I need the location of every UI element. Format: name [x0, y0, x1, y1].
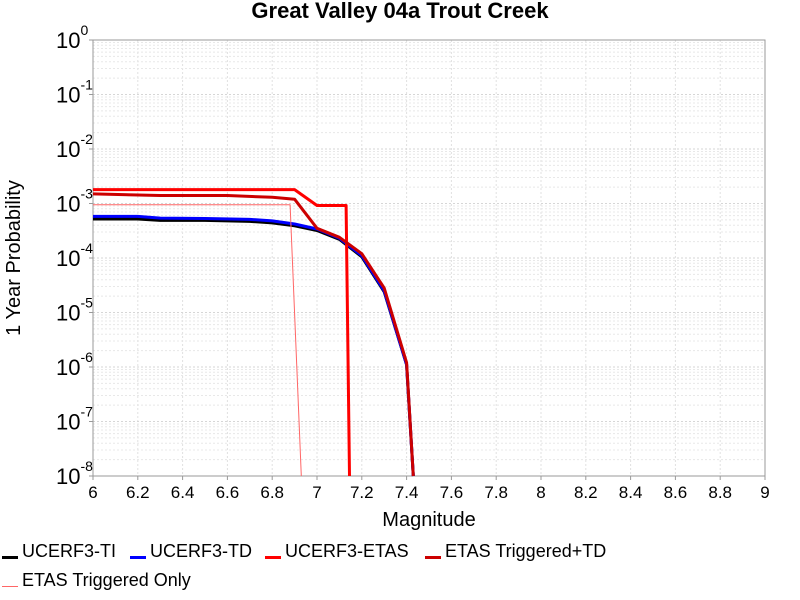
legend-label: UCERF3-TD [150, 541, 252, 561]
x-axis-label: Magnitude [382, 509, 475, 531]
legend-item-ucerf3-etas: UCERF3-ETAS [265, 541, 409, 562]
x-tick-label: 7 [312, 483, 321, 502]
x-tick-label: 6.8 [260, 483, 284, 502]
y-tick-label: 10-5 [56, 295, 93, 326]
legend-item-etas-triggered-only: ETAS Triggered Only [2, 570, 191, 591]
chart-title: Great Valley 04a Trout Creek [251, 0, 549, 23]
legend-label: ETAS Triggered+TD [445, 541, 607, 561]
x-tick-label: 8.6 [664, 483, 688, 502]
legend-item-etas-triggered-td: ETAS Triggered+TD [425, 541, 606, 562]
y-tick-label: 10-3 [56, 186, 93, 217]
y-tick-label: 10-4 [56, 240, 93, 271]
y-tick-label: 10-7 [56, 404, 93, 435]
x-tick-label: 6.2 [126, 483, 150, 502]
y-tick-label: 10-2 [56, 131, 93, 162]
y-tick-label: 10-6 [56, 349, 93, 380]
x-tick-label: 7.8 [484, 483, 508, 502]
series-line-ucerf3-etas [93, 188, 351, 477]
y-axis-label: 1 Year Probability [3, 180, 25, 336]
legend-item-ucerf3-ti: UCERF3-TI [2, 541, 116, 562]
series-line-etas-triggered-only [93, 204, 302, 477]
x-tick-label: 6.6 [216, 483, 240, 502]
x-tick-label: 8.4 [619, 483, 643, 502]
grid [92, 40, 766, 477]
y-tick-label: 10-8 [56, 458, 93, 489]
x-tick-label: 8.2 [574, 483, 598, 502]
x-tick-label: 7.6 [440, 483, 464, 502]
x-tick-label: 8.8 [708, 483, 732, 502]
legend: UCERF3-TI UCERF3-TD UCERF3-ETAS ETAS Trigge… [0, 536, 800, 600]
series-line-ucerf3-td [93, 214, 415, 477]
legend-swatch [130, 556, 146, 559]
legend-swatch [2, 586, 18, 587]
x-tick-label: 7.2 [350, 483, 374, 502]
x-tick-labels: 6 6.2 6.4 6.6 6.8 7 7.2 7.4 7.6 7.8 8 8.2 8.4 8.6 8.8 9 [88, 476, 770, 502]
legend-swatch [265, 556, 281, 559]
y-tick-label: 10-1 [56, 77, 93, 108]
y-tick-label: 100 [56, 22, 88, 53]
legend-label: UCERF3-TI [22, 541, 116, 561]
x-tick-label: 9 [760, 483, 769, 502]
series-line-etas-triggered-td [92, 192, 415, 477]
legend-label: ETAS Triggered Only [22, 570, 191, 590]
series-lines [92, 188, 415, 477]
x-tick-label: 6.4 [171, 483, 195, 502]
x-tick-label: 6 [88, 483, 97, 502]
legend-swatch [2, 556, 18, 559]
legend-label: UCERF3-ETAS [285, 541, 409, 561]
x-tick-label: 8 [536, 483, 545, 502]
x-tick-label: 7.4 [395, 483, 419, 502]
legend-swatch [425, 556, 441, 559]
y-tick-labels: 10-8 10-7 10-6 10-5 10-4 10-3 10-2 10-1 100 [56, 22, 93, 489]
legend-item-ucerf3-td: UCERF3-TD [130, 541, 252, 562]
